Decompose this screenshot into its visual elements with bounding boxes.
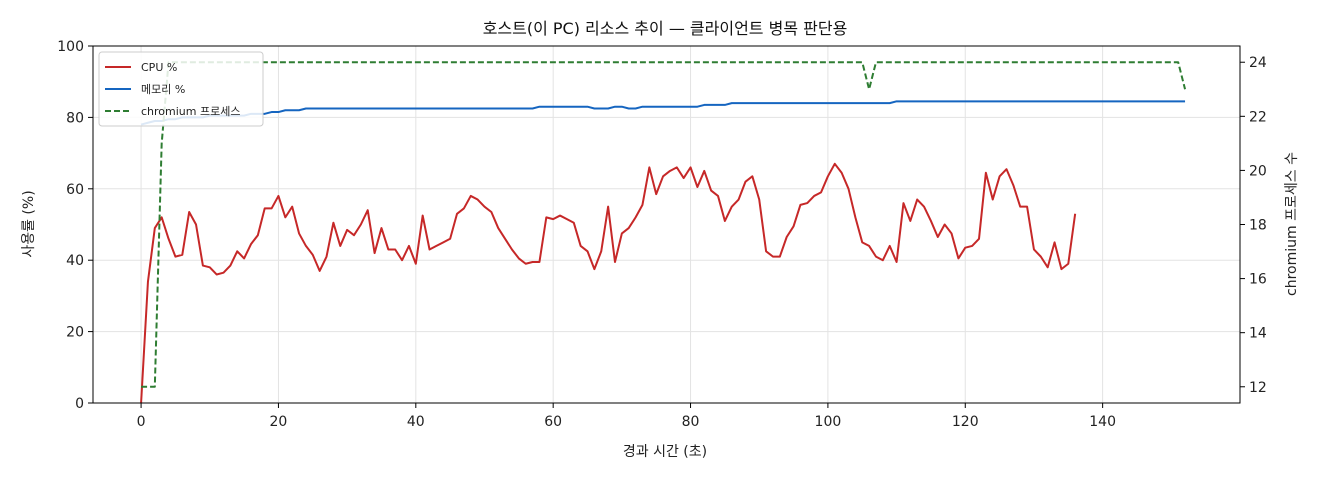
x-tick-label: 140 [1089,414,1116,430]
chart-title: 호스트(이 PC) 리소스 추이 — 클라이언트 병목 판단용 [483,19,848,38]
y-tick-label: 60 [66,182,84,198]
y-tick-label: 0 [75,396,84,412]
x-tick-label: 120 [952,414,979,430]
x-tick-label: 100 [815,414,842,430]
y2-axis: 12 14 16 18 20 22 24 [1240,55,1267,396]
series-line-memory-percent [140,100,1186,126]
x-axis: 0 20 40 60 80 100 120 140 [137,403,1116,430]
x-tick-label: 40 [407,414,425,430]
legend-entry: CPU % [141,61,177,74]
y2-tick-label: 20 [1249,163,1267,179]
plot-frame [92,45,1241,404]
legend-box [98,51,264,127]
y2-tick-label: 12 [1249,380,1267,396]
y2-axis-label: chromium 프로세스 수 [1284,152,1300,296]
y2-tick-label: 14 [1249,326,1267,342]
y-tick-label: 40 [66,253,84,269]
y-tick-label: 100 [57,39,84,55]
legend: CPU % 메모리 % chromium 프로세스 [98,51,264,127]
y-axis-label: 사용률 (%) [21,190,37,257]
series-line-cpu-percent [140,162,1077,404]
grid [93,45,1240,404]
x-tick-label: 0 [137,414,146,430]
x-tick-label: 60 [544,414,562,430]
series-layer [140,61,1187,404]
y2-tick-label: 22 [1249,109,1267,125]
y2-tick-label: 24 [1249,55,1267,71]
x-tick-label: 80 [682,414,700,430]
legend-entry: 메모리 % [141,83,185,96]
x-axis-label: 경과 시간 (초) [623,444,707,460]
legend-entry: chromium 프로세스 [141,105,240,118]
x-tick-label: 20 [270,414,288,430]
y-axis: 0 20 40 60 80 100 [57,39,93,412]
y-tick-label: 20 [66,325,84,341]
y2-tick-label: 16 [1249,272,1267,288]
y2-tick-label: 18 [1249,218,1267,234]
y-tick-label: 80 [66,110,84,126]
series-line-chromium-process-count [141,61,1187,388]
